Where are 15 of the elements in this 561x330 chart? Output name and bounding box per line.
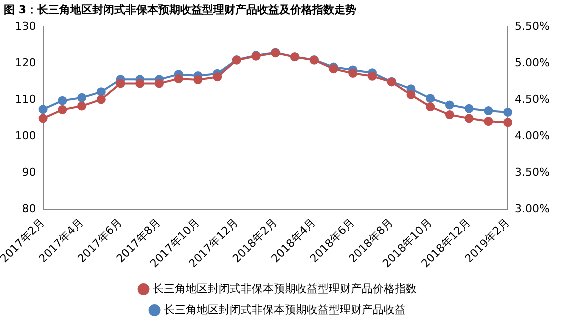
y2-tick-label: 5.50% [515, 20, 550, 34]
y2-tick-label: 3.00% [515, 202, 550, 216]
y-tick-label: 90 [22, 166, 36, 179]
y2-tick-label: 5.00% [515, 56, 550, 70]
y2-tick-label: 3.50% [515, 166, 550, 179]
chart-title: 图 3：长三角地区封闭式非保本预期收益型理财产品收益及价格指数走势 [4, 3, 356, 16]
y2-tick-label: 4.50% [515, 92, 550, 106]
y-tick-label: 80 [22, 202, 36, 216]
y-tick-label: 130 [15, 20, 36, 34]
legend-label: 长三角地区封闭式非保本预期收益型理财产品价格指数 [152, 282, 417, 296]
legend-label: 长三角地区封闭式非保本预期收益型理财产品收益 [164, 303, 406, 316]
y-tick-label: 120 [15, 56, 36, 70]
y-tick-label: 100 [15, 129, 36, 142]
y2-tick-label: 4.00% [515, 129, 550, 142]
y-tick-label: 110 [15, 92, 36, 106]
